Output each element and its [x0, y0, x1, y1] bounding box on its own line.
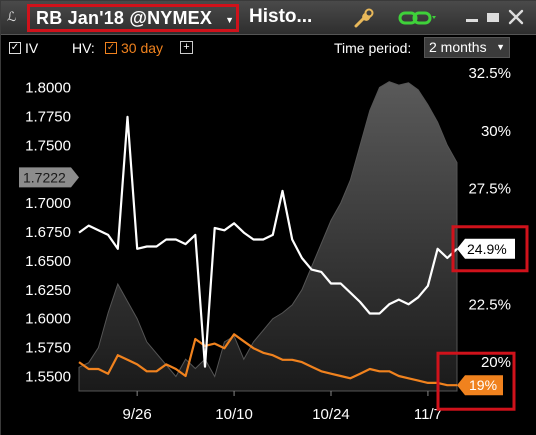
left-axis-tick-label: 1.8000: [25, 79, 71, 96]
iv-label: IV: [25, 40, 39, 56]
app-logo-icon: ℒ: [7, 9, 17, 24]
hv-current-label: 19%: [469, 377, 497, 393]
window-title: Histo...: [249, 6, 313, 27]
time-period-label: Time period:: [334, 40, 412, 56]
iv-current-marker: [457, 238, 515, 259]
left-axis-tick-label: 1.5500: [25, 369, 71, 386]
hv-label: HV:: [72, 40, 95, 56]
right-axis-tick-label: 32.5%: [468, 65, 511, 82]
right-axis-tick-label: 22.5%: [468, 296, 511, 313]
restore-icon[interactable]: [486, 10, 500, 24]
right-axis-tick-label: 30%: [481, 123, 511, 140]
left-axis-tick-label: 1.7500: [25, 137, 71, 154]
x-axis-tick-label: 9/26: [123, 406, 152, 423]
minimize-icon[interactable]: [465, 10, 479, 24]
wrench-icon[interactable]: [353, 8, 375, 28]
left-axis-tick-label: 1.6750: [25, 224, 71, 241]
left-axis-tick-label: 1.7000: [25, 195, 71, 212]
x-axis-tick-label: 10/24: [312, 406, 350, 423]
hv-period-link[interactable]: 30 day: [121, 40, 164, 56]
volatility-chart[interactable]: 1.80001.77501.75001.72501.70001.67501.65…: [1, 61, 536, 435]
close-icon[interactable]: [507, 8, 525, 26]
title-bar[interactable]: ℒ RB Jan'18 @NYMEX ▼ Histo...: [1, 1, 536, 35]
toolbar: ✓ IV HV: ✓ 30 day + Time period: 2 month…: [1, 35, 536, 61]
chevron-down-icon: ▼: [496, 42, 505, 52]
left-axis-tick-label: 1.6000: [25, 311, 71, 328]
left-axis-tick-label: 1.7750: [25, 108, 71, 125]
left-axis-tick-label: 1.6250: [25, 282, 71, 299]
hv-current-marker: [457, 375, 503, 396]
hv-highlight-box: [436, 351, 516, 411]
hv-checkbox[interactable]: ✓: [105, 42, 117, 54]
chart-canvas[interactable]: 1.80001.77501.75001.72501.70001.67501.65…: [1, 61, 536, 435]
iv-series-line: [78, 115, 458, 368]
link-icon[interactable]: [398, 9, 438, 27]
hv-series-line: [78, 333, 457, 387]
right-axis-tick-label: 20%: [481, 354, 511, 371]
x-axis-tick-label: 11/7: [414, 406, 442, 423]
left-axis-tick-label: 1.6500: [25, 253, 71, 270]
current-price-marker: [19, 167, 79, 188]
x-axis-tick-label: 10/10: [215, 406, 253, 423]
price-area: [78, 81, 458, 392]
time-period-value: 2 months: [429, 39, 487, 55]
time-period-select[interactable]: 2 months ▼: [424, 37, 510, 58]
iv-checkbox[interactable]: ✓: [9, 42, 21, 54]
iv-current-label: 24.9%: [467, 241, 507, 257]
right-axis-tick-label: 27.5%: [468, 181, 511, 198]
symbol-selector[interactable]: RB Jan'18 @NYMEX ▼: [27, 4, 239, 32]
add-study-button[interactable]: +: [180, 41, 193, 54]
current-price-label: 1.7222: [23, 169, 66, 185]
left-axis-tick-label: 1.5750: [25, 340, 71, 357]
iv-highlight-box: [451, 225, 529, 273]
symbol-text: RB Jan'18 @NYMEX: [36, 7, 213, 28]
chevron-down-icon: ▼: [225, 15, 234, 25]
